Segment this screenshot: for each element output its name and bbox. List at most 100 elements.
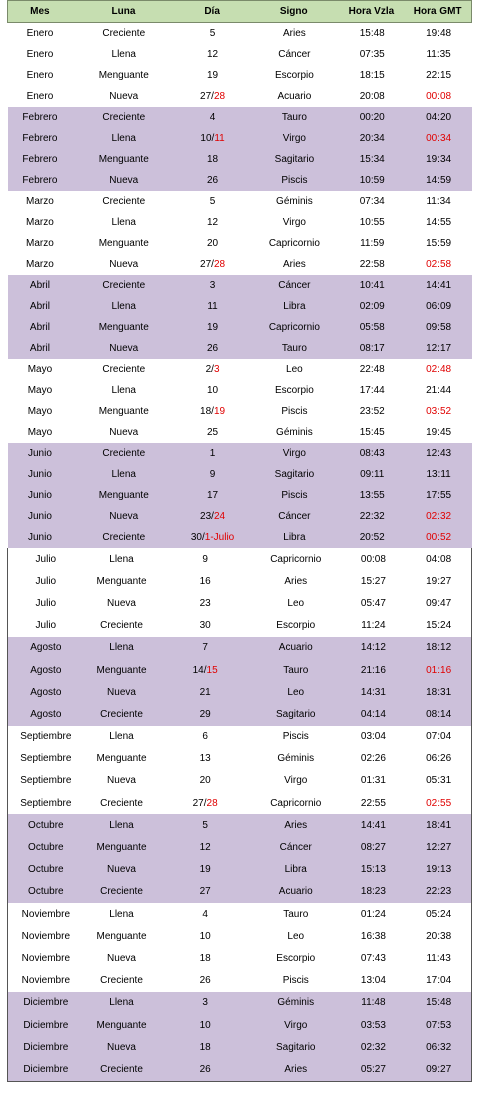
cell-dia: 9: [159, 554, 251, 565]
cell-hora-gmt: 12:43: [426, 448, 452, 459]
cell-mes: Marzo: [26, 217, 54, 228]
cell-dia-main: 18: [207, 154, 219, 165]
cell-signo: Piscis: [281, 490, 308, 501]
cell-dia: 27: [159, 886, 251, 897]
cell-hora-vzla: 13:55: [359, 490, 385, 501]
table-row: Junio Llena 9 Sagitario 09:11 13:11: [8, 464, 472, 485]
cell-hora-vzla: 14:31: [360, 686, 386, 698]
cell-hora-gmt: 02:32: [426, 511, 452, 522]
cell-dia: 10: [159, 931, 251, 942]
cell-luna: Llena: [109, 819, 134, 831]
cell-luna: Creciente: [102, 448, 146, 459]
cell-hora-gmt: 15:48: [426, 997, 452, 1009]
cell-dia-main: 10: [199, 1019, 211, 1031]
table-row: Agosto Menguante 14/15 Tauro 21:16 01:16: [8, 658, 471, 682]
cell-hora-vzla: 14:12: [360, 642, 386, 654]
cell-hora-gmt: 18:12: [426, 642, 452, 654]
cell-hora-vzla: 22:32: [359, 511, 385, 522]
cell-dia-main: 19: [207, 322, 219, 333]
table-row: Marzo Menguante 20 Capricornio 11:59 15:59: [8, 233, 472, 254]
cell-signo: Libra: [284, 864, 307, 876]
table-header: Mes Luna Día Signo Hora Vzla Hora GMT: [7, 0, 472, 23]
cell-mes: Junio: [27, 448, 52, 459]
cell-hora-gmt: 15:59: [426, 238, 452, 249]
cell-luna: Nueva: [107, 686, 136, 698]
cell-hora-gmt: 11:35: [426, 49, 451, 60]
table-row: Octubre Llena 5 Aries 14:41 18:41: [8, 814, 471, 837]
cell-dia-main: 19: [207, 70, 219, 81]
cell-hora-gmt: 21:44: [426, 385, 452, 396]
cell-signo: Cáncer: [278, 49, 311, 60]
cell-dia: 7: [159, 642, 251, 653]
cell-mes: Julio: [35, 597, 57, 609]
cell-hora-gmt: 05:31: [426, 775, 452, 787]
cell-mes: Septiembre: [20, 775, 72, 787]
cell-signo: Acuario: [278, 642, 313, 654]
cell-luna: Menguante: [96, 664, 147, 676]
cell-hora-gmt: 02:55: [426, 797, 452, 809]
cell-mes: Octubre: [28, 819, 64, 831]
cell-dia: 19: [176, 70, 250, 81]
cell-hora-gmt: 22:23: [426, 886, 452, 898]
cell-hora-gmt: 14:59: [426, 175, 452, 186]
cell-dia: 19: [176, 322, 250, 333]
cell-dia: 29: [159, 709, 251, 720]
cell-mes: Noviembre: [21, 908, 71, 920]
cell-signo: Tauro: [283, 908, 309, 920]
cell-luna: Menguante: [98, 406, 149, 417]
cell-mes: Octubre: [28, 886, 64, 898]
cell-mes: Abril: [29, 322, 50, 333]
table-row: Octubre Nueva 19 Libra 15:13 19:13: [8, 858, 471, 881]
table-row: Julio Creciente 30 Escorpio 11:24 15:24: [8, 614, 471, 637]
cell-signo: Escorpio: [274, 385, 314, 396]
table-row: Julio Llena 9 Capricornio 00:08 04:08: [8, 548, 471, 571]
cell-mes: Abril: [29, 343, 50, 354]
cell-mes: Abril: [29, 280, 50, 291]
cell-mes: Febrero: [22, 133, 58, 144]
cell-dia: 12: [176, 217, 250, 228]
cell-luna: Nueva: [107, 597, 136, 609]
cell-dia: 21: [159, 687, 251, 698]
cell-hora-vzla: 01:24: [360, 908, 386, 920]
cell-dia-main: 12: [199, 842, 211, 854]
cell-hora-vzla: 21:16: [360, 664, 386, 676]
cell-luna: Llena: [111, 385, 136, 396]
cell-dia-main: 10: [199, 930, 211, 942]
cell-dia: 1: [176, 448, 250, 459]
cell-dia: 16: [159, 576, 251, 587]
cell-mes: Noviembre: [21, 930, 71, 942]
cell-signo: Leo: [287, 597, 305, 609]
cell-signo: Géminis: [277, 753, 315, 765]
cell-mes: Febrero: [22, 112, 58, 123]
cell-hora-vzla: 00:20: [359, 112, 385, 123]
cell-dia-main: 18/: [200, 406, 214, 417]
cell-hora-gmt: 00:34: [426, 133, 452, 144]
cell-hora-gmt: 22:15: [426, 70, 452, 81]
cell-hora-vzla: 03:04: [360, 731, 386, 743]
cell-dia-main: 7: [202, 642, 208, 654]
cell-hora-vzla: 07:43: [360, 952, 386, 964]
cell-dia: 27/28: [159, 798, 251, 809]
cell-dia: 5: [159, 820, 251, 831]
table-row: Octubre Menguante 12 Cáncer 08:27 12:27: [8, 836, 471, 859]
cell-hora-gmt: 06:32: [426, 1041, 452, 1053]
cell-hora-gmt: 03:52: [426, 406, 452, 417]
cell-dia-next: 28: [213, 91, 226, 102]
cell-hora-vzla: 20:34: [359, 133, 385, 144]
table-row: Noviembre Creciente 26 Piscis 13:04 17:04: [8, 969, 471, 992]
cell-signo: Tauro: [281, 343, 307, 354]
table-row: Agosto Llena 7 Acuario 14:12 18:12: [8, 636, 471, 659]
table-row: Septiembre Menguante 13 Géminis 02:26 06:26: [8, 747, 471, 770]
cell-mes: Octubre: [28, 864, 64, 876]
cell-signo: Géminis: [276, 196, 313, 207]
cell-mes: Febrero: [22, 154, 58, 165]
cell-dia: 10: [176, 385, 250, 396]
cell-hora-vzla: 01:31: [360, 775, 386, 787]
cell-dia: 4: [159, 909, 251, 920]
header-dia: Día: [204, 6, 220, 17]
cell-hora-vzla: 15:48: [359, 28, 385, 39]
cell-dia: 27/28: [176, 259, 250, 270]
table-row: Febrero Creciente 4 Tauro 00:20 04:20: [8, 107, 472, 128]
table-row: Mayo Creciente 2/3 Leo 22:48 02:48: [8, 359, 472, 380]
cell-hora-vzla: 07:34: [359, 196, 385, 207]
